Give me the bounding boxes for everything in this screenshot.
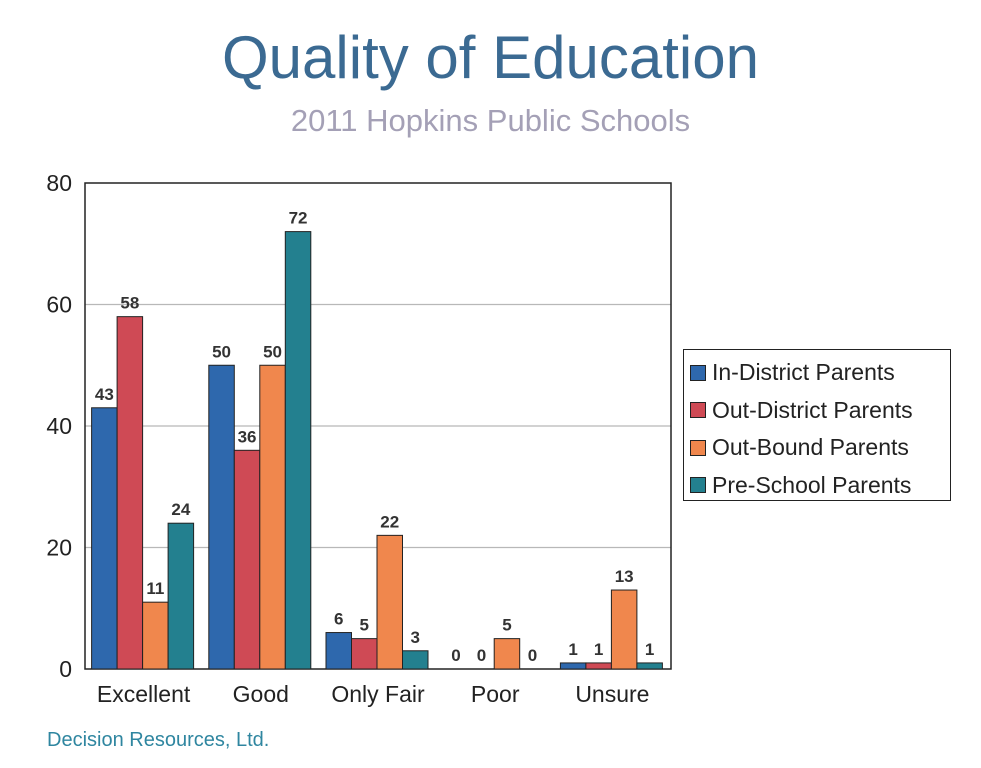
bar [376, 534, 403, 670]
legend-label: Out-District Parents [712, 396, 913, 423]
chart-legend: In-District Parents Out-District Parents O… [683, 349, 951, 501]
bar [493, 638, 521, 670]
data-label: 5 [360, 616, 369, 635]
bar [233, 449, 261, 670]
data-label: 0 [528, 646, 537, 665]
legend-item: Pre-School Parents [690, 467, 950, 505]
legend-label: Out-Bound Parents [712, 434, 909, 461]
legend-swatch [690, 477, 706, 494]
legend-swatch [690, 402, 706, 419]
legend-item: Out-Bound Parents [690, 429, 950, 467]
y-tick-label: 0 [59, 656, 72, 682]
data-label: 3 [411, 628, 420, 647]
chart-subtitle: 2011 Hopkins Public Schools [290, 103, 691, 138]
legend-label: In-District Parents [712, 359, 895, 386]
bar [116, 316, 144, 670]
x-tick-label: Only Fair [331, 681, 425, 707]
data-label: 50 [263, 342, 282, 361]
bar [585, 662, 612, 670]
chart-title: Quality of Education [222, 24, 759, 91]
bar [284, 231, 312, 670]
bar [91, 407, 118, 670]
legend-swatch [690, 364, 706, 381]
legend-swatch [690, 439, 706, 456]
bar [351, 638, 378, 670]
bar [610, 589, 638, 670]
y-tick-label: 40 [46, 413, 72, 439]
bar [325, 632, 352, 670]
bar [167, 522, 195, 670]
x-tick-label: Poor [471, 681, 520, 707]
data-label: 50 [212, 342, 231, 361]
data-label: 0 [451, 646, 460, 665]
bar [559, 662, 587, 670]
bar [208, 364, 235, 670]
data-label: 36 [238, 427, 257, 446]
bar [259, 364, 286, 670]
data-label: 1 [645, 640, 654, 659]
data-label: 58 [120, 294, 139, 313]
y-tick-label: 20 [46, 535, 72, 561]
bar [636, 662, 663, 670]
data-label: 5 [502, 616, 511, 635]
data-label: 11 [146, 579, 164, 598]
y-tick-label: 60 [46, 292, 72, 318]
bar [402, 650, 429, 670]
data-label: 1 [594, 640, 603, 659]
data-label: 1 [568, 640, 577, 659]
source-credit: Decision Resources, Ltd. [47, 729, 270, 751]
y-tick-label: 80 [46, 170, 72, 196]
x-tick-label: Excellent [97, 681, 191, 707]
legend-label: Pre-School Parents [712, 471, 912, 498]
x-tick-label: Unsure [575, 681, 649, 707]
legend-item: In-District Parents [690, 354, 950, 392]
data-label: 13 [615, 567, 634, 586]
data-label: 0 [477, 646, 486, 665]
data-label: 22 [380, 512, 399, 531]
data-label: 24 [171, 500, 190, 519]
x-tick-label: Good [233, 681, 289, 707]
data-label: 6 [334, 610, 343, 629]
data-label: 43 [95, 385, 114, 404]
legend-item: Out-District Parents [690, 392, 950, 430]
bar [142, 601, 169, 670]
data-label: 72 [289, 209, 308, 228]
